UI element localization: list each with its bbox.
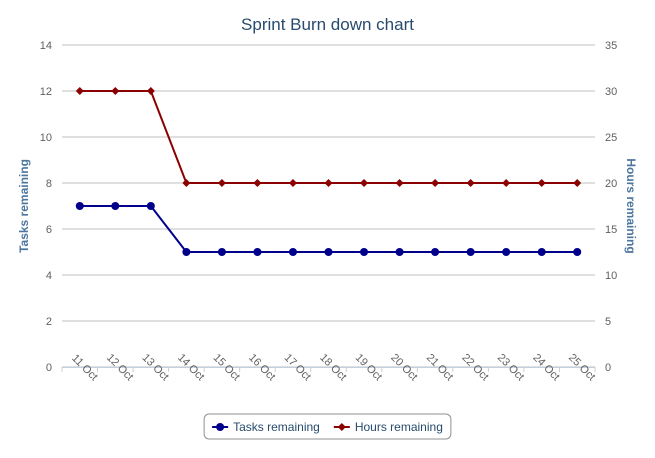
chart-title: Sprint Burn down chart [241, 15, 414, 34]
data-point[interactable] [111, 87, 120, 95]
data-point[interactable] [360, 248, 369, 256]
data-point[interactable] [75, 202, 84, 210]
right-axis-ticks: 0 5 10 15 20 25 30 35 [605, 40, 617, 374]
left-axis-ticks: 0 2 4 6 8 10 12 14 [40, 40, 52, 374]
right-axis-title: Hours remaining [624, 158, 638, 253]
data-point[interactable] [573, 248, 582, 256]
data-point[interactable] [395, 179, 404, 187]
data-point[interactable] [395, 248, 404, 256]
legend-label: Hours remaining [355, 420, 443, 434]
data-point[interactable] [146, 202, 155, 210]
data-point[interactable] [466, 179, 475, 187]
data-point[interactable] [146, 87, 155, 95]
data-point[interactable] [253, 248, 262, 256]
left-tick-label: 4 [46, 270, 52, 282]
left-tick-label: 6 [46, 224, 52, 236]
left-tick-label: 14 [40, 40, 52, 52]
left-tick-label: 8 [46, 178, 52, 190]
data-point[interactable] [288, 179, 297, 187]
data-point[interactable] [182, 248, 191, 256]
left-tick-label: 0 [46, 362, 52, 374]
data-point[interactable] [537, 179, 546, 187]
data-point[interactable] [537, 248, 546, 256]
data-point[interactable] [502, 179, 511, 187]
right-tick-label: 0 [605, 362, 611, 374]
data-point[interactable] [431, 179, 440, 187]
left-tick-label: 12 [40, 86, 52, 98]
legend: Tasks remaining Hours remaining [203, 413, 452, 440]
data-point[interactable] [288, 248, 297, 256]
left-axis-title: Tasks remaining [17, 159, 31, 253]
left-tick-label: 10 [40, 132, 52, 144]
legend-marker [216, 423, 225, 431]
right-tick-label: 30 [605, 86, 617, 98]
data-point[interactable] [75, 87, 84, 95]
data-point[interactable] [573, 179, 582, 187]
right-tick-label: 35 [605, 40, 617, 52]
data-point[interactable] [324, 248, 333, 256]
data-point[interactable] [360, 179, 369, 187]
right-tick-label: 20 [605, 178, 617, 190]
legend-item[interactable]: Hours remaining [333, 420, 443, 434]
data-point[interactable] [182, 179, 191, 187]
legend-item[interactable]: Tasks remaining [212, 420, 320, 434]
data-point[interactable] [217, 248, 226, 256]
data-point[interactable] [324, 179, 333, 187]
x-axis-ticks: 11 Oct 12 Oct 13 Oct 14 Oct 15 Oct 16 Oct 17 O… [61, 352, 597, 383]
data-point[interactable] [111, 202, 120, 210]
series-layer [75, 87, 582, 256]
legend-label: Tasks remaining [233, 420, 320, 434]
left-tick-label: 2 [46, 316, 52, 328]
legend-box [203, 413, 452, 440]
legend-marker [337, 423, 346, 431]
data-point[interactable] [466, 248, 475, 256]
right-tick-label: 15 [605, 224, 617, 236]
right-tick-label: 10 [605, 270, 617, 282]
data-point[interactable] [217, 179, 226, 187]
data-point[interactable] [502, 248, 511, 256]
right-tick-label: 25 [605, 132, 617, 144]
data-point[interactable] [431, 248, 440, 256]
right-tick-label: 5 [605, 316, 611, 328]
data-point[interactable] [253, 179, 262, 187]
